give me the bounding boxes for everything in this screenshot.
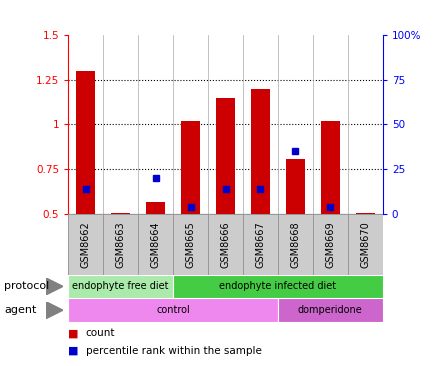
- Text: GSM8666: GSM8666: [220, 221, 231, 268]
- Bar: [138, 214, 173, 274]
- Bar: [278, 298, 383, 322]
- Bar: [216, 97, 235, 214]
- Bar: [146, 202, 165, 214]
- Text: domperidone: domperidone: [298, 305, 363, 315]
- Text: GSM8669: GSM8669: [325, 221, 335, 268]
- Bar: [173, 274, 383, 298]
- Text: GSM8668: GSM8668: [290, 221, 301, 268]
- Text: ■: ■: [68, 346, 79, 356]
- Bar: [181, 121, 200, 214]
- Bar: [111, 213, 130, 214]
- Text: control: control: [156, 305, 190, 315]
- Bar: [348, 214, 383, 274]
- Bar: [208, 214, 243, 274]
- Bar: [68, 298, 278, 322]
- Bar: [103, 214, 138, 274]
- Text: GSM8662: GSM8662: [81, 221, 91, 268]
- Bar: [321, 121, 340, 214]
- Text: GSM8664: GSM8664: [150, 221, 161, 268]
- Bar: [313, 214, 348, 274]
- Text: GSM8663: GSM8663: [116, 221, 126, 268]
- Bar: [173, 214, 208, 274]
- Bar: [356, 213, 375, 214]
- Bar: [251, 89, 270, 214]
- Bar: [243, 214, 278, 274]
- Text: protocol: protocol: [4, 281, 50, 291]
- Polygon shape: [46, 278, 63, 295]
- Text: GSM8665: GSM8665: [186, 221, 195, 268]
- Bar: [278, 214, 313, 274]
- Text: percentile rank within the sample: percentile rank within the sample: [86, 346, 262, 356]
- Text: GSM8670: GSM8670: [360, 221, 370, 268]
- Text: agent: agent: [4, 305, 37, 315]
- Text: endophyte free diet: endophyte free diet: [73, 281, 169, 291]
- Text: count: count: [86, 328, 115, 338]
- Bar: [286, 158, 305, 214]
- Text: ■: ■: [68, 328, 79, 338]
- Text: GSM8667: GSM8667: [256, 221, 265, 268]
- Bar: [68, 214, 103, 274]
- Polygon shape: [46, 302, 63, 318]
- Bar: [76, 71, 95, 214]
- Text: endophyte infected diet: endophyte infected diet: [220, 281, 337, 291]
- Bar: [68, 274, 173, 298]
